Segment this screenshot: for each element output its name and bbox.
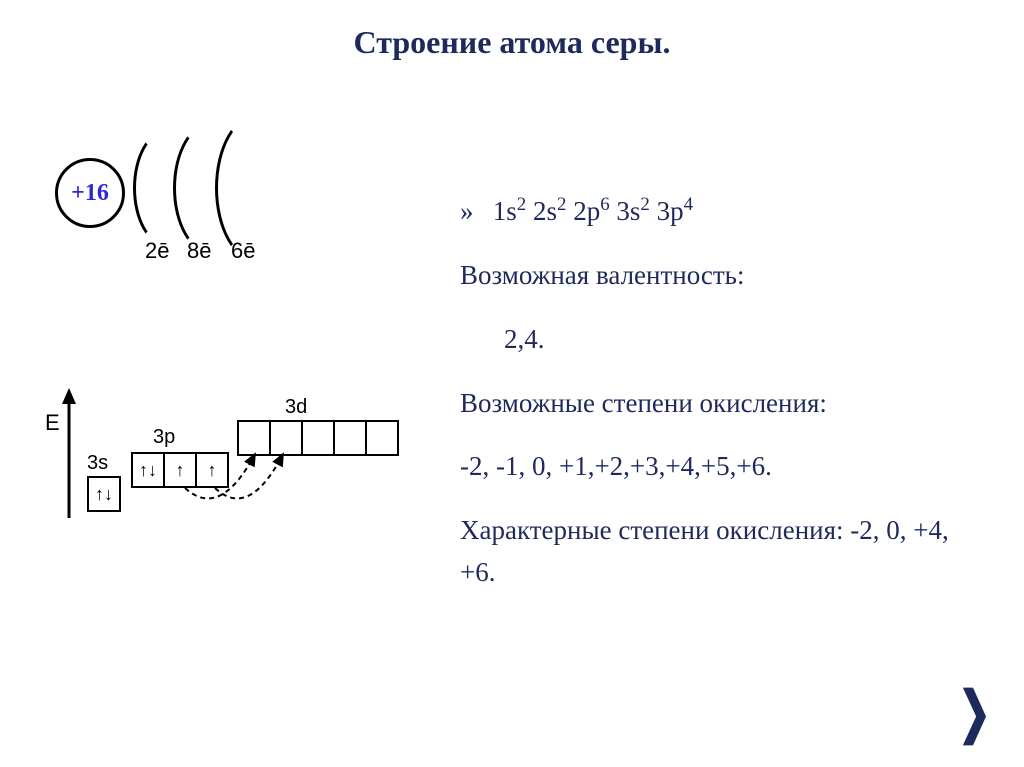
subshell-label-d: 3d xyxy=(285,396,307,419)
valence-values: 2,4. xyxy=(460,319,980,361)
electron-config: » 1s2 2s2 2p6 3s2 3p4 xyxy=(460,190,980,233)
valence-label: Возможная валентность: xyxy=(460,255,980,297)
energy-diagram: E 3s↑↓3p↑↓↑↑3d xyxy=(45,370,425,570)
info-column: » 1s2 2s2 2p6 3s2 3p4 Возможная валентно… xyxy=(460,190,980,616)
orbital-box: ↑ xyxy=(163,452,197,488)
orbital-row-p: ↑↓↑↑ xyxy=(131,452,229,488)
subshell-label-s: 3s xyxy=(87,452,108,475)
orbital-box xyxy=(365,420,399,456)
orbital-box: ↑↓ xyxy=(131,452,165,488)
orbital-box xyxy=(333,420,367,456)
orbital-row-d xyxy=(237,420,399,456)
shell-electron-count: 8ē xyxy=(187,238,211,264)
oxidation-label: Возможные степени окисления: xyxy=(460,383,980,425)
orbital-box: ↑ xyxy=(195,452,229,488)
bullet-icon: » xyxy=(460,191,486,233)
oxidation-values: -2, -1, 0, +1,+2,+3,+4,+5,+6. xyxy=(460,446,980,488)
electron-shell-arc xyxy=(215,114,299,262)
subshell-label-p: 3p xyxy=(153,426,175,449)
orbital-box xyxy=(237,420,271,456)
orbital-box xyxy=(301,420,335,456)
shell-diagram: +16 2ē 8ē 6ē xyxy=(55,150,355,290)
page-title: Строение атома серы. xyxy=(0,24,1024,61)
shell-electron-count: 2ē xyxy=(145,238,169,264)
orbital-box: ↑↓ xyxy=(87,476,121,512)
shell-electron-count: 6ē xyxy=(231,238,255,264)
orbital-box xyxy=(269,420,303,456)
orbital-row-s: ↑↓ xyxy=(87,476,121,512)
characteristic-oxidation: Характерные степени окисления: -2, 0, +4… xyxy=(460,510,980,594)
nucleus: +16 xyxy=(55,158,125,228)
next-chevron-icon[interactable]: ❯ xyxy=(958,679,991,745)
